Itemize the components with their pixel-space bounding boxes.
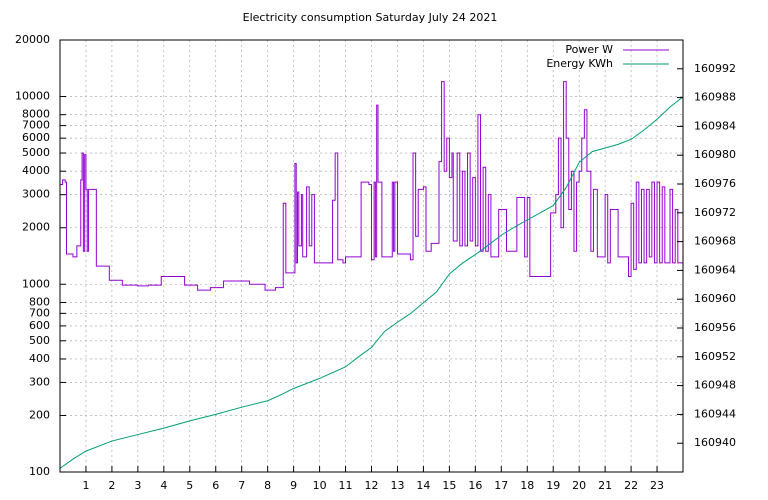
y-tick-label: 5000 xyxy=(22,146,50,159)
y-tick-label: 300 xyxy=(29,375,50,388)
y-tick-label: 800 xyxy=(29,295,50,308)
y2-tick-label: 160980 xyxy=(694,148,736,161)
y-tick-label: 7000 xyxy=(22,119,50,132)
legend-label: Energy KWh xyxy=(546,57,613,70)
y2-tick-label: 160976 xyxy=(694,177,736,190)
x-tick-label: 23 xyxy=(650,479,664,492)
y2-tick-label: 160960 xyxy=(694,292,736,305)
y-tick-label: 8000 xyxy=(22,108,50,121)
y-tick-label: 6000 xyxy=(22,131,50,144)
y-tick-label: 400 xyxy=(29,352,50,365)
y-tick-label: 2000 xyxy=(22,221,50,234)
x-tick-label: 20 xyxy=(572,479,586,492)
y2-tick-label: 160956 xyxy=(694,321,736,334)
legend-label: Power W xyxy=(565,43,613,56)
y-tick-label: 100 xyxy=(29,465,50,478)
x-tick-label: 15 xyxy=(442,479,456,492)
x-tick-label: 2 xyxy=(108,479,115,492)
x-tick-label: 16 xyxy=(468,479,482,492)
y-tick-label: 600 xyxy=(29,319,50,332)
x-tick-label: 13 xyxy=(390,479,404,492)
x-tick-label: 7 xyxy=(238,479,245,492)
y-tick-label: 500 xyxy=(29,334,50,347)
y2-tick-label: 160988 xyxy=(694,91,736,104)
x-tick-label: 9 xyxy=(290,479,297,492)
x-tick-label: 17 xyxy=(494,479,508,492)
y-tick-label: 4000 xyxy=(22,164,50,177)
x-tick-label: 10 xyxy=(313,479,327,492)
series-line xyxy=(59,96,684,469)
x-tick-label: 12 xyxy=(365,479,379,492)
y2-tick-label: 160972 xyxy=(694,206,736,219)
y2-tick-label: 160964 xyxy=(694,263,736,276)
y2-tick-label: 160968 xyxy=(694,235,736,248)
x-tick-label: 8 xyxy=(264,479,271,492)
x-tick-label: 18 xyxy=(520,479,534,492)
y-tick-label: 1000 xyxy=(22,277,50,290)
y2-tick-label: 160940 xyxy=(694,436,736,449)
y-tick-label: 10000 xyxy=(15,90,50,103)
y2-tick-label: 160952 xyxy=(694,350,736,363)
y2-tick-label: 160984 xyxy=(694,119,736,132)
x-tick-label: 5 xyxy=(186,479,193,492)
x-tick-label: 21 xyxy=(598,479,612,492)
y2-tick-label: 160944 xyxy=(694,407,736,420)
x-tick-label: 19 xyxy=(546,479,560,492)
x-tick-label: 14 xyxy=(416,479,430,492)
grid xyxy=(60,39,683,473)
y-tick-label: 20000 xyxy=(15,33,50,46)
plot-area xyxy=(59,81,684,469)
series-line xyxy=(60,81,683,291)
x-tick-label: 6 xyxy=(212,479,219,492)
y-tick-label: 200 xyxy=(29,408,50,421)
y2-tick-label: 160992 xyxy=(694,62,736,75)
x-tick-label: 4 xyxy=(160,479,167,492)
x-tick-label: 11 xyxy=(339,479,353,492)
y-tick-label: 3000 xyxy=(22,188,50,201)
x-tick-label: 1 xyxy=(82,479,89,492)
chart-title: Electricity consumption Saturday July 24… xyxy=(243,11,498,24)
y-tick-label: 700 xyxy=(29,306,50,319)
y2-tick-label: 160948 xyxy=(694,379,736,392)
x-tick-label: 3 xyxy=(134,479,141,492)
x-tick-label: 22 xyxy=(624,479,638,492)
